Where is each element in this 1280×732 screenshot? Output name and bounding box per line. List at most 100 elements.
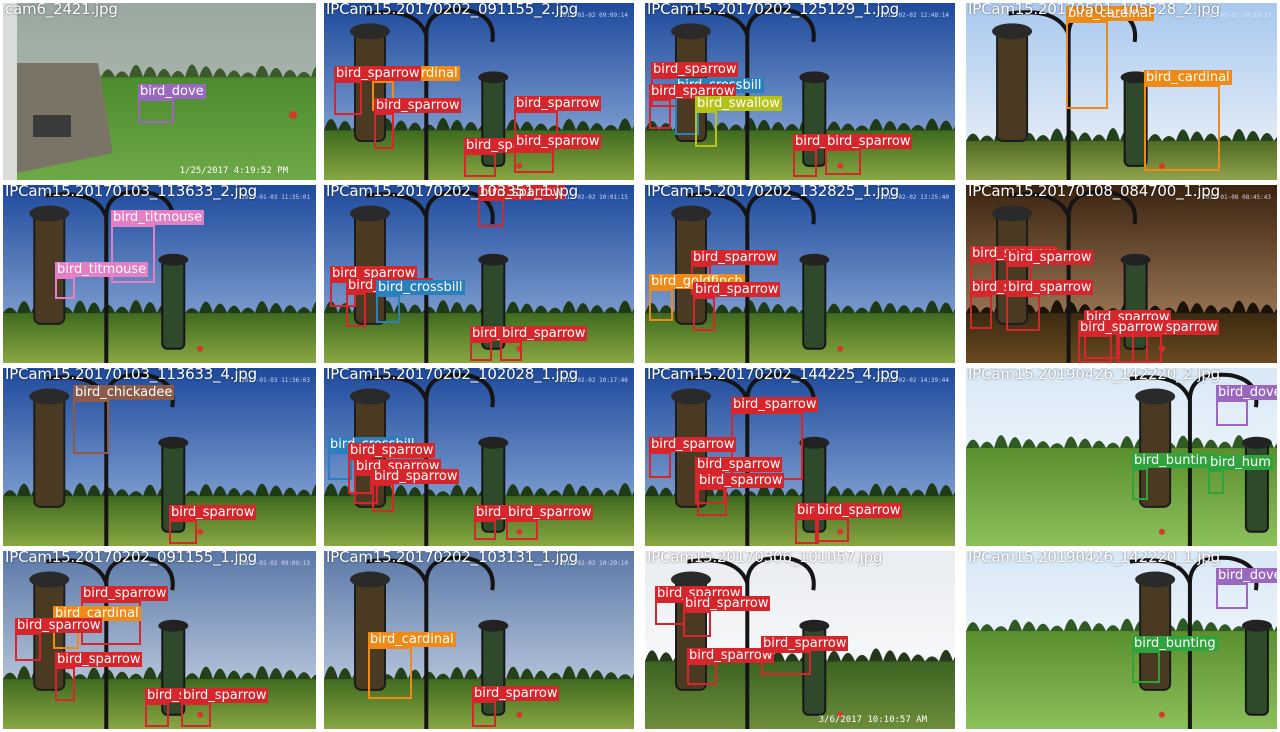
image-tile: 2017-02-02 09:09:14bird_cardinalbird_spa… [324, 3, 634, 180]
feeder-cap [671, 388, 711, 405]
detection-box [1006, 295, 1040, 331]
detection-label: bird_sparrow [81, 586, 169, 601]
image-filename: IPCam15.20170103_113633_2.jpg [5, 185, 257, 200]
red-object [837, 162, 844, 169]
red-object [1158, 162, 1165, 169]
detection-label: bird_sparrow [1078, 320, 1166, 335]
feeder-cap [29, 205, 70, 222]
tube-feeder-2 [161, 258, 186, 350]
detection-label: bird_bunting [1132, 453, 1218, 468]
feeder-cap-2 [799, 71, 830, 84]
detection-box [687, 663, 717, 685]
red-object [837, 528, 844, 535]
shepherd-hook-arm [366, 375, 429, 401]
image-tile: 2017-05-01 10:53:37 bird_cardinal bird_car… [966, 3, 1277, 180]
shepherd-hook [745, 189, 816, 363]
date-overlay: 1/25/2017 4:19:52 PM [179, 166, 288, 176]
image-tile: 2017-02-02 10:29:10 bird_cardinal bird_spa… [324, 551, 634, 729]
camera-photo [966, 185, 1277, 363]
feeder-cap [350, 23, 390, 40]
detection-label: bird_sparrow [374, 98, 462, 113]
detection-box [683, 611, 711, 637]
detection-label: bird_sparrow [472, 686, 560, 701]
image-tile: 2017-02-02 12:48:14bird_sparrowbird_cros… [645, 3, 955, 180]
image-filename: IPCam15.20170108_084700_1.jpg [968, 185, 1220, 200]
camera-photo [966, 3, 1277, 180]
red-object [197, 711, 204, 718]
detection-box [470, 341, 492, 361]
camera-timestamp: 2017-05-01 10:53:37 [1202, 12, 1271, 19]
image-filename: IPCam15.20170103_113633_4.jpg [5, 368, 257, 383]
detection-box [970, 295, 992, 329]
detection-box [1078, 335, 1112, 363]
camera-timestamp: 2017-02-02 10:01:15 [559, 194, 628, 201]
detection-box [372, 484, 394, 512]
detection-label: bird_cardinal [368, 632, 456, 647]
red-object [516, 711, 523, 718]
ground [966, 631, 1277, 729]
shepherd-hook [104, 555, 175, 729]
detection-label: bird_chickadee [73, 385, 175, 400]
camera-timestamp: 2017-02-02 13:25:40 [880, 194, 949, 201]
red-object [516, 162, 523, 169]
detection-label: bird_sparrow [55, 652, 143, 667]
detection-box [793, 149, 817, 177]
detection-box [500, 341, 522, 361]
detection-box [376, 295, 400, 323]
detection-box [1066, 21, 1108, 109]
detection-box [464, 153, 496, 177]
feeder-cap [671, 205, 711, 222]
mat [33, 115, 71, 137]
detection-box [655, 601, 685, 625]
shepherd-hook-arm [366, 10, 429, 36]
detection-box [1216, 583, 1248, 609]
detection-box [695, 111, 717, 147]
camera-timestamp: 2017-02-02 10:29:10 [559, 560, 628, 567]
detection-box [649, 452, 671, 478]
detection-label: bird_cardinal [1066, 6, 1154, 21]
shepherd-hook-arm [687, 192, 750, 218]
detection-box [328, 452, 352, 480]
shepherd-hook [745, 7, 816, 180]
detection-box [55, 667, 75, 701]
detection-box [181, 703, 211, 727]
detection-box [1144, 85, 1220, 171]
red-object [837, 711, 844, 718]
camera-timestamp: 2017-02-02 09:09:14 [559, 12, 628, 19]
feeder-cap-2 [799, 436, 830, 449]
image-tile: 1/25/2017 4:19:52 PM bird_dove cam6_2421.j… [3, 3, 316, 180]
shepherd-hook [424, 555, 495, 729]
detection-label: bird_dove [1216, 385, 1277, 400]
shepherd-hook [745, 555, 816, 729]
detection-box [795, 518, 819, 544]
image-filename: IPCam15.20170202_102028_1.jpg [326, 368, 578, 383]
image-filename: IPCam15.20170202_125129_1.jpg [647, 3, 899, 18]
detection-label: bird_sparrow [348, 443, 436, 458]
shepherd-hook [745, 372, 816, 546]
detection-label: bird_dove [1216, 568, 1277, 583]
detection-box [1216, 400, 1248, 426]
camera-timestamp: 2017-01-03 11:36:03 [241, 377, 310, 384]
feeder-cap [1135, 388, 1176, 405]
detection-box [1132, 468, 1148, 500]
red-object [1158, 711, 1165, 718]
image-tile: bird_dove bird_bunting IPCam15.20190426_14… [966, 551, 1277, 729]
image-tile: 3/6/2017 10:10:57 AM bird_sparrow bird_spa… [645, 551, 955, 729]
camera-timestamp: 2017-01-08 08:45:43 [1202, 194, 1271, 201]
image-tile: 2017-01-08 08:45:43 bird_sparrow bird_spar… [966, 185, 1277, 363]
feeder-cap-2 [158, 619, 189, 632]
ground [966, 141, 1277, 180]
shepherd-hook-arm [687, 10, 750, 36]
tube-feeder-2 [1244, 624, 1269, 716]
detection-box [1132, 651, 1160, 683]
feeder-cap-2 [1241, 436, 1272, 449]
feeder-cap [29, 388, 70, 405]
image-filename: IPCam15.20170202_091155_1.jpg [5, 551, 257, 566]
detection-box [368, 647, 412, 699]
red-object [1158, 528, 1165, 535]
detection-box [334, 81, 362, 115]
detection-box [815, 518, 849, 542]
detection-label: bird_sparrow [731, 397, 819, 412]
feeder-cap-2 [478, 436, 509, 449]
